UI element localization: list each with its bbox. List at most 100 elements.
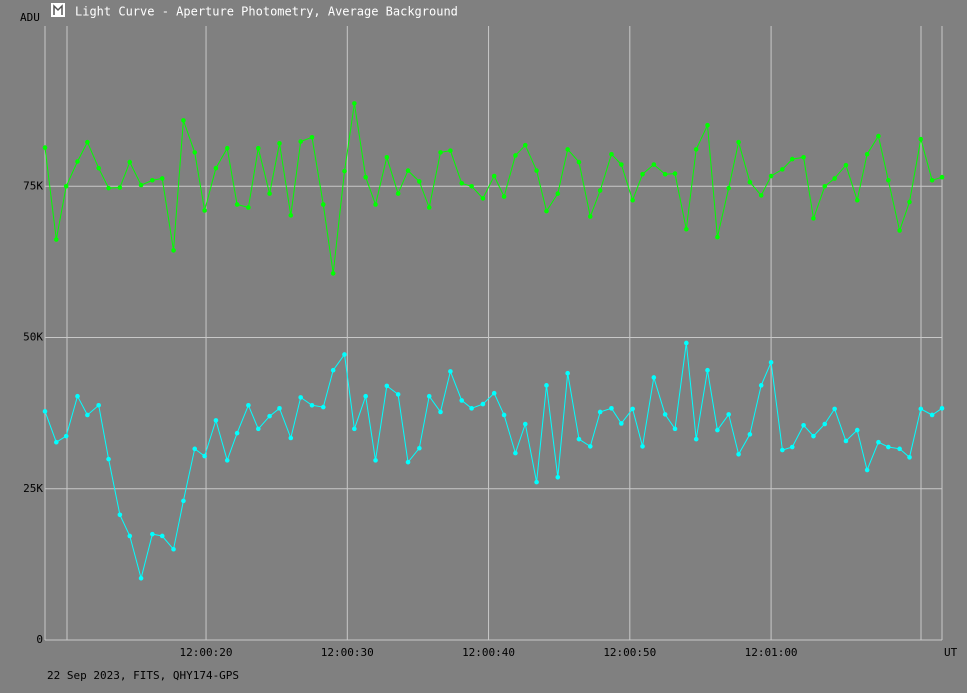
data-point — [138, 182, 144, 188]
data-point — [864, 151, 870, 157]
data-point — [597, 188, 603, 193]
data-point — [384, 383, 390, 389]
data-point — [630, 406, 635, 412]
x-tick-label: 12:00:20 — [180, 646, 233, 659]
data-point — [127, 533, 133, 539]
data-point — [811, 433, 816, 439]
data-point — [342, 352, 347, 357]
data-point — [822, 421, 828, 427]
data-point — [747, 432, 753, 437]
data-point — [202, 208, 207, 213]
data-point — [150, 177, 155, 183]
data-point — [555, 474, 561, 480]
data-point — [224, 458, 230, 463]
data-point — [726, 412, 731, 417]
y-tick-label: 25K — [23, 482, 43, 495]
x-tick-label: 12:01:00 — [745, 646, 798, 659]
data-point — [576, 159, 582, 165]
data-point — [843, 162, 849, 168]
data-point — [417, 445, 422, 451]
data-point — [555, 191, 561, 196]
data-point — [405, 459, 411, 465]
data-point — [395, 392, 401, 397]
data-point — [42, 145, 48, 150]
data-point — [565, 370, 570, 376]
data-point — [85, 412, 90, 418]
data-point — [417, 179, 422, 184]
data-point — [75, 393, 80, 399]
data-point — [320, 202, 326, 207]
data-point — [929, 412, 935, 418]
data-point — [609, 151, 614, 157]
data-point — [640, 444, 645, 449]
data-point — [267, 191, 272, 196]
data-point — [672, 171, 678, 176]
data-point — [448, 148, 453, 153]
data-point — [736, 451, 741, 457]
data-point — [171, 546, 176, 552]
data-point — [459, 398, 465, 403]
data-point — [715, 427, 720, 433]
data-point — [907, 199, 912, 205]
data-point — [480, 401, 486, 407]
data-point — [822, 184, 828, 189]
data-point — [426, 205, 432, 210]
data-point — [630, 197, 635, 203]
data-point — [373, 202, 378, 207]
data-point — [587, 214, 593, 219]
data-point — [693, 436, 699, 442]
data-point — [438, 150, 443, 155]
data-point — [256, 145, 261, 151]
data-point — [886, 444, 891, 450]
data-point — [426, 393, 432, 399]
data-point — [544, 208, 549, 214]
data-point — [106, 456, 111, 462]
data-point — [63, 433, 69, 439]
data-point — [96, 165, 101, 171]
data-point — [705, 367, 710, 373]
data-point — [298, 139, 303, 144]
data-point — [127, 159, 133, 165]
app-icon-glyph — [53, 4, 63, 15]
data-point — [758, 193, 764, 198]
data-point — [224, 145, 230, 151]
data-point — [117, 185, 123, 190]
data-point — [715, 234, 720, 240]
data-point — [684, 340, 689, 346]
data-point — [513, 153, 518, 158]
data-point — [651, 162, 657, 167]
data-point — [876, 133, 881, 139]
data-point — [789, 156, 795, 162]
data-point — [320, 404, 326, 410]
data-point — [384, 154, 390, 160]
footer: 22 Sep 2023, FITS, QHY174-GPS — [47, 669, 239, 682]
data-point — [811, 216, 816, 221]
data-point — [213, 418, 219, 423]
data-point — [534, 168, 539, 173]
data-point — [662, 412, 668, 417]
data-point — [907, 455, 912, 460]
data-point — [801, 422, 806, 428]
data-point — [192, 150, 198, 155]
data-point — [373, 458, 378, 463]
data-point — [544, 383, 549, 388]
data-point — [277, 406, 282, 411]
data-point — [309, 135, 315, 140]
data-point — [780, 167, 785, 172]
data-point — [234, 202, 240, 207]
data-point — [684, 226, 689, 232]
data-point — [619, 421, 624, 426]
data-point — [491, 390, 497, 396]
data-point — [768, 360, 774, 365]
data-point — [939, 174, 945, 180]
data-point — [832, 406, 837, 412]
data-point — [256, 426, 261, 432]
data-point — [651, 375, 657, 380]
data-point — [597, 409, 603, 415]
data-point — [587, 444, 593, 449]
x-tick-label: 12:00:50 — [603, 646, 656, 659]
data-point — [672, 426, 678, 432]
data-point — [150, 531, 155, 537]
data-point — [693, 147, 699, 152]
data-point — [768, 173, 774, 179]
